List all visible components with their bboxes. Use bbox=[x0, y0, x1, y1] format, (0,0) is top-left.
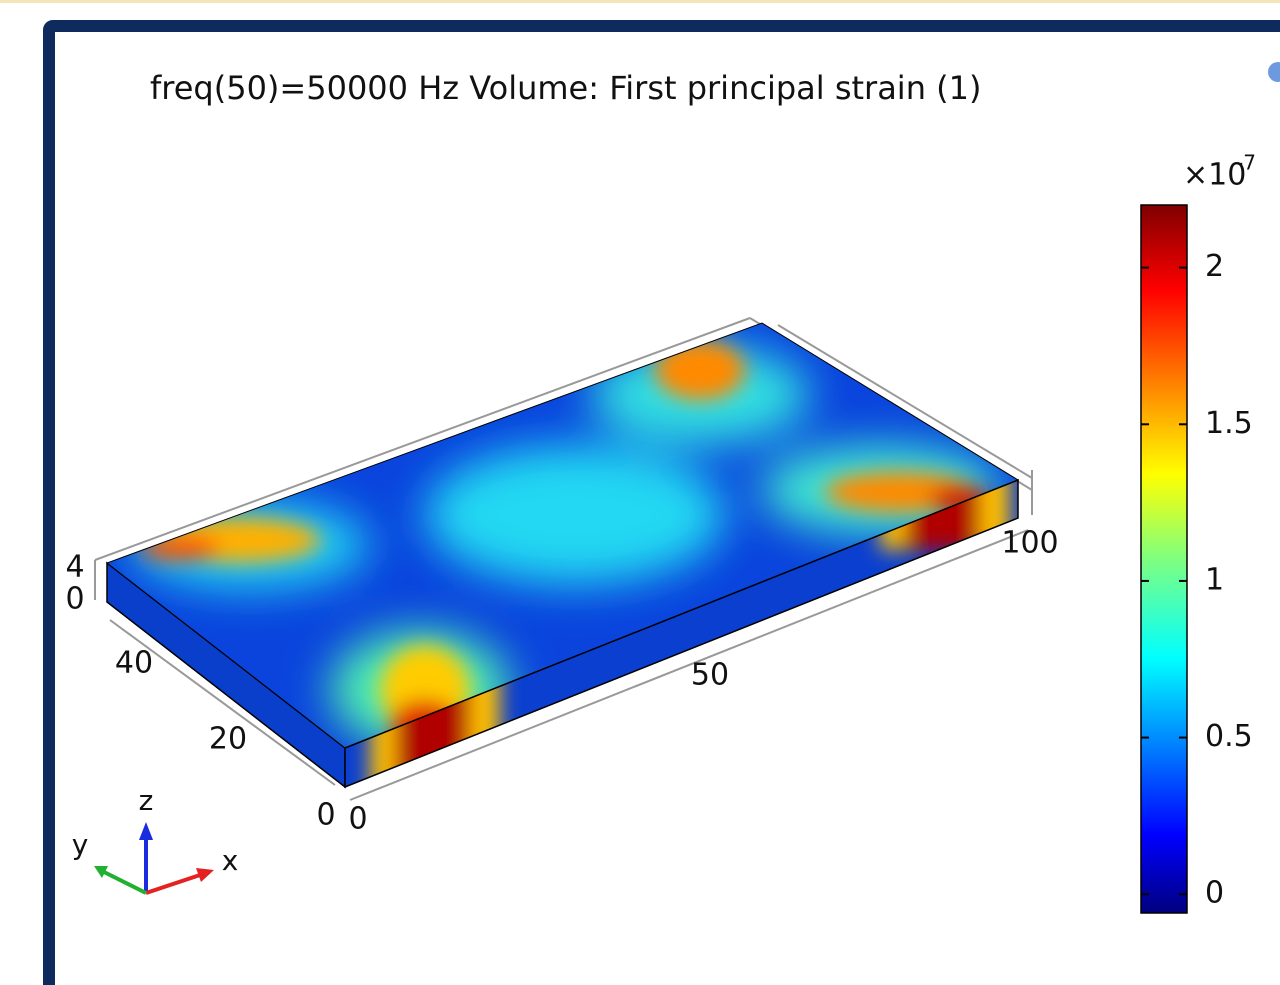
top-strip bbox=[0, 0, 1280, 3]
colorbar-tick-label: 1.5 bbox=[1205, 406, 1253, 441]
triad-x: x bbox=[222, 844, 239, 877]
y-tick-label: 0 bbox=[316, 798, 335, 833]
x-tick-label: 0 bbox=[348, 802, 367, 837]
colorbar bbox=[1141, 205, 1187, 913]
colorbar-tick-label: 1 bbox=[1205, 562, 1224, 597]
triad-z: z bbox=[139, 784, 154, 817]
plot-title: freq(50)=50000 Hz Volume: First principa… bbox=[150, 69, 981, 107]
colorbar-tick-label: 0.5 bbox=[1205, 719, 1253, 754]
y-tick-label: 20 bbox=[209, 722, 247, 757]
triad-y: y bbox=[72, 828, 89, 861]
colorbar-tick-label: 0 bbox=[1205, 876, 1224, 911]
y-tick-label: 40 bbox=[115, 646, 153, 681]
page: freq(50)=50000 Hz Volume: First principa… bbox=[0, 0, 1280, 985]
z-tick-label: 4 bbox=[65, 550, 84, 585]
colorbar-exponent: -7 bbox=[1236, 151, 1256, 175]
z-tick-label: 0 bbox=[65, 582, 84, 617]
x-tick-label: 100 bbox=[1001, 526, 1058, 561]
x-tick-label: 50 bbox=[691, 658, 729, 693]
viewport: freq(50)=50000 Hz Volume: First principa… bbox=[0, 0, 1280, 985]
colorbar-tick-label: 2 bbox=[1205, 249, 1224, 284]
